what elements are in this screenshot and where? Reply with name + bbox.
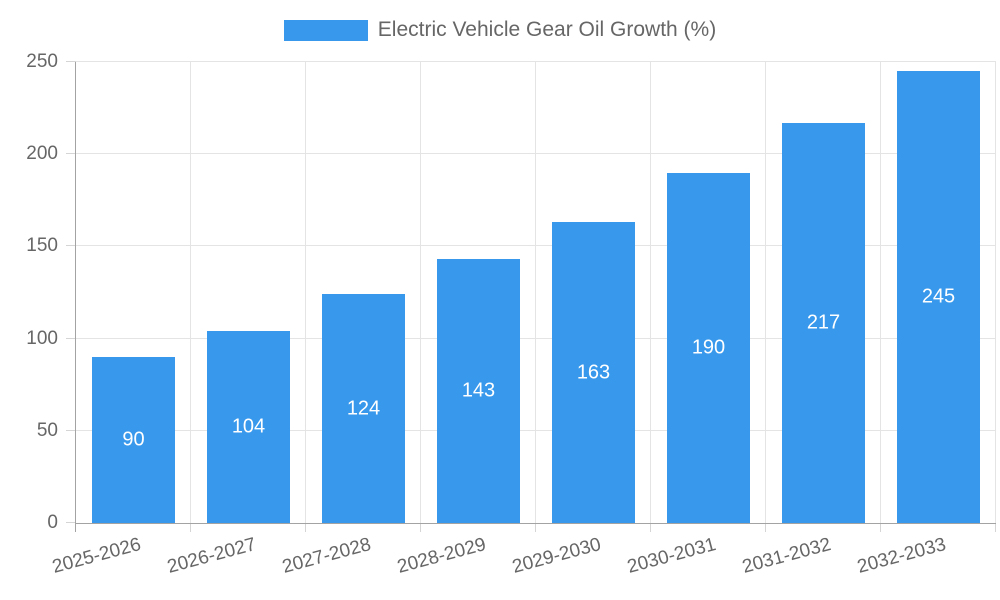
bar[interactable]: 104 [207, 331, 290, 523]
gridline-y [76, 153, 996, 155]
bar-value-label: 190 [691, 336, 726, 359]
bar-value-label: 217 [806, 311, 841, 334]
y-tick-label: 200 [26, 143, 58, 165]
x-axis-line [76, 523, 996, 524]
y-tick-mark [66, 61, 76, 62]
bar[interactable]: 90 [92, 357, 175, 523]
bar[interactable]: 217 [782, 122, 865, 523]
x-tick-label: 2025-2026 [49, 534, 143, 578]
y-tick-mark [66, 245, 76, 247]
x-tick-label: 2027-2028 [279, 534, 373, 578]
x-tick-mark [650, 523, 651, 532]
y-tick-label: 50 [36, 419, 58, 441]
y-axis-line [75, 62, 76, 532]
bar[interactable]: 143 [437, 259, 520, 523]
gridline-x [305, 62, 306, 523]
y-tick-label: 100 [26, 327, 58, 349]
x-tick-mark [305, 523, 306, 532]
x-tick-mark [765, 523, 766, 532]
bar-value-label: 124 [346, 397, 381, 420]
bar[interactable]: 124 [322, 294, 405, 523]
x-tick-mark [420, 523, 421, 532]
bar-value-label: 143 [461, 379, 496, 402]
y-tick-mark [66, 429, 76, 431]
bar-value-label: 104 [231, 415, 266, 438]
bar[interactable]: 245 [897, 71, 980, 523]
y-tick-label: 250 [26, 51, 58, 72]
x-tick-label: 2031-2032 [739, 534, 833, 578]
x-tick-label: 2032-2033 [854, 534, 948, 578]
y-tick-label: 0 [47, 512, 58, 533]
x-tick-label: 2026-2027 [164, 534, 258, 578]
gridline-y [76, 61, 996, 62]
x-tick-mark [535, 523, 536, 532]
x-tick-mark [880, 523, 881, 532]
legend-swatch-icon [283, 19, 368, 41]
gridline-y [76, 245, 996, 247]
y-tick-mark [66, 337, 76, 339]
gridline-x [765, 62, 766, 523]
legend: Electric Vehicle Gear Oil Growth (%) [0, 18, 1000, 42]
gridline-x [535, 62, 536, 523]
legend-item[interactable]: Electric Vehicle Gear Oil Growth (%) [283, 18, 717, 42]
y-tick-mark [66, 153, 76, 155]
bar[interactable]: 190 [667, 172, 750, 523]
bar-value-label: 245 [921, 285, 956, 308]
x-tick-label: 2030-2031 [624, 534, 718, 578]
gridline-x [420, 62, 421, 523]
gridline-y [76, 337, 996, 339]
x-tick-mark [995, 523, 996, 532]
y-tick-label: 150 [26, 235, 58, 257]
bar-value-label: 90 [122, 428, 145, 451]
x-tick-mark [190, 523, 191, 532]
legend-label: Electric Vehicle Gear Oil Growth (%) [377, 18, 717, 41]
gridline-x [995, 62, 996, 523]
x-tick-label: 2028-2029 [394, 534, 488, 578]
y-tick-mark [66, 522, 76, 523]
gridline-y [76, 429, 996, 431]
bar[interactable]: 163 [552, 222, 635, 523]
gridline-x [650, 62, 651, 523]
bar-value-label: 163 [576, 361, 611, 384]
gridline-x [880, 62, 881, 523]
gridline-x [190, 62, 191, 523]
x-tick-label: 2029-2030 [509, 534, 603, 578]
